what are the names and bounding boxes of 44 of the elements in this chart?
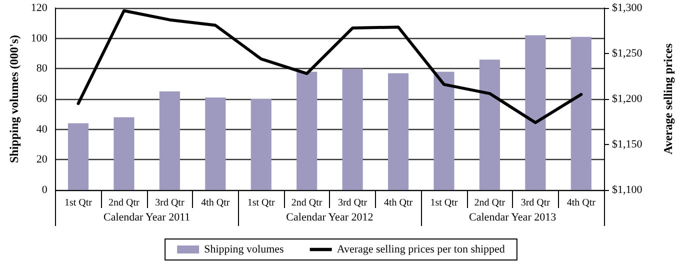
- x-tick-label: 1st Qtr: [430, 198, 458, 208]
- bar: [525, 35, 546, 190]
- bar: [205, 97, 226, 190]
- y2-tick-label: $1,200: [612, 93, 643, 105]
- y-tick-label: 120: [30, 2, 48, 14]
- y-axis-title: Shipping volumes (000's): [7, 34, 21, 164]
- legend-label: Shipping volumes: [204, 244, 284, 256]
- bar: [296, 72, 318, 190]
- bar: [250, 99, 272, 190]
- y2-tick-label: $1,100: [612, 184, 643, 196]
- bar: [68, 123, 89, 190]
- x-tick-label: 2nd Qtr: [474, 198, 506, 208]
- x-tick-label: 2nd Qtr: [108, 198, 140, 208]
- x-tick-label: 3rd Qtr: [338, 198, 368, 208]
- y2-tick-label: $1,150: [612, 138, 643, 150]
- text: Calendar Year 2012: [286, 212, 374, 224]
- legend-label: Average selling prices per ton shipped: [336, 244, 506, 256]
- y-tick-label: 40: [36, 123, 48, 136]
- y-tick-label: 60: [36, 93, 48, 105]
- y-tick-label: 100: [30, 32, 48, 44]
- x-tick-label: 3rd Qtr: [155, 198, 185, 208]
- y2-tick-label: $1,250: [612, 48, 643, 60]
- bar: [342, 68, 363, 190]
- bar: [159, 91, 180, 190]
- x-tick-label: 1st Qtr: [247, 198, 276, 208]
- bar: [570, 36, 592, 190]
- y-tick-label: 20: [36, 154, 48, 166]
- x-tick-label: 4th Qtr: [566, 198, 596, 208]
- text: Calendar Year 2013: [469, 212, 557, 224]
- x-tick-label: 2nd Qtr: [291, 198, 323, 208]
- y-tick-label: 0: [42, 184, 48, 196]
- bar: [479, 60, 500, 190]
- x-tick-label: 4th Qtr: [201, 198, 230, 208]
- y2-tick-label: $1,300: [612, 2, 643, 14]
- y2-axis-title: Average selling prices: [661, 43, 675, 155]
- x-tick-label: 4th Qtr: [384, 198, 414, 208]
- y-tick-label: 80: [36, 62, 48, 75]
- text: Calendar Year 2011: [103, 212, 190, 224]
- bar: [434, 72, 454, 190]
- line-series: [76, 9, 583, 124]
- x-tick-label: 3rd Qtr: [520, 198, 551, 208]
- bar: [114, 117, 134, 190]
- bar: [388, 73, 409, 190]
- x-tick-label: 1st Qtr: [64, 198, 93, 208]
